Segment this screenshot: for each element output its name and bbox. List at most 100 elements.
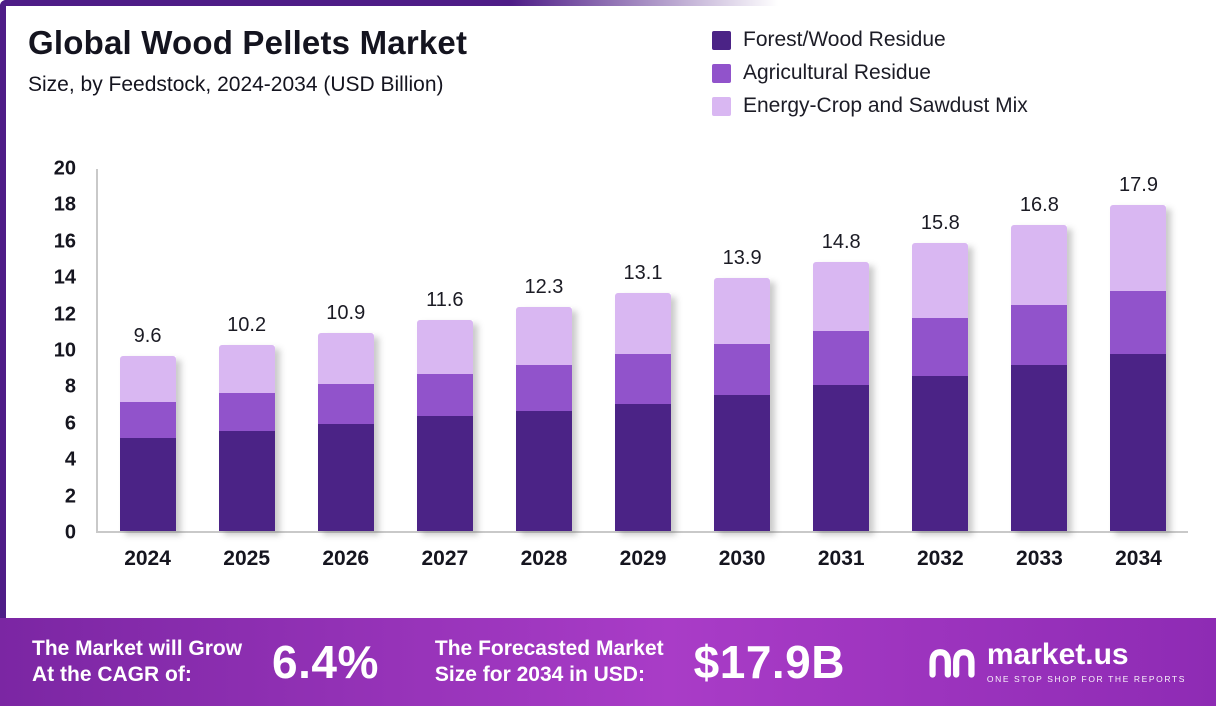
- bar-segment-forest-wood-residue: [1110, 354, 1167, 531]
- marketus-logo-icon: [929, 649, 975, 678]
- x-axis-label: 2027: [421, 547, 469, 570]
- bar-segment-energy-crop-and-sawdust-mix: [615, 292, 672, 355]
- bar-segment-forest-wood-residue: [912, 376, 969, 531]
- bar-total-label: 17.9: [1119, 174, 1158, 197]
- legend-item: Energy-Crop and Sawdust Mix: [712, 94, 1182, 118]
- bar-total-label: 12.3: [524, 276, 564, 299]
- y-axis-tick: 2: [64, 485, 76, 508]
- y-axis-tick: 12: [53, 303, 76, 326]
- bar-segment-forest-wood-residue: [1011, 365, 1068, 531]
- y-axis-tick: 16: [53, 230, 76, 253]
- y-axis-tick: 8: [64, 375, 76, 398]
- bar-segment-energy-crop-and-sawdust-mix: [119, 356, 176, 402]
- cagr-label-line1: The Market will Grow: [32, 636, 243, 660]
- x-axis-label: 2028: [520, 547, 568, 570]
- bar-segment-agricultural-residue: [1011, 305, 1068, 366]
- brand-name: market.us: [986, 638, 1129, 671]
- brand: market.us ONE STOP SHOP FOR THE REPORTS: [927, 640, 1186, 684]
- brand-text: market.us ONE STOP SHOP FOR THE REPORTS: [986, 638, 1186, 685]
- legend-item: Forest/Wood Residue: [712, 28, 1182, 52]
- forecast-label: The Forecasted Market Size for 2034 in U…: [435, 636, 664, 689]
- bar-segment-forest-wood-residue: [218, 430, 275, 531]
- bar-column: 13.1 2029: [593, 169, 692, 570]
- plot-area: 9.6 2024 10.2 2025 10.9 2026 11.6 2027 12.3 2028 1…: [96, 169, 1188, 570]
- x-axis-label: 2032: [916, 547, 964, 570]
- y-axis-tick: 10: [53, 339, 76, 362]
- title-block: Global Wood Pellets Market Size, by Feed…: [28, 24, 467, 127]
- header: Global Wood Pellets Market Size, by Feed…: [0, 0, 1216, 127]
- bar-segment-energy-crop-and-sawdust-mix: [912, 243, 969, 319]
- bar-segment-agricultural-residue: [317, 383, 374, 424]
- x-axis-label: 2024: [124, 547, 171, 570]
- bar-segment-energy-crop-and-sawdust-mix: [813, 261, 870, 331]
- x-axis-label: 2034: [1115, 547, 1162, 570]
- y-axis: 0 2 4 6 8 10 12 14 16 18 20: [16, 158, 86, 544]
- stacked-bar: [119, 356, 176, 531]
- bar-segment-forest-wood-residue: [317, 423, 374, 531]
- stacked-bar: [813, 261, 870, 531]
- bar-segment-energy-crop-and-sawdust-mix: [714, 278, 771, 344]
- stacked-bar: [218, 345, 275, 531]
- chart-legend: Forest/Wood Residue Agricultural Residue E…: [712, 24, 1182, 127]
- bar-segment-agricultural-residue: [813, 330, 870, 386]
- legend-swatch-icon: [712, 30, 731, 50]
- bar-segment-forest-wood-residue: [615, 403, 672, 531]
- bar-total-label: 14.8: [821, 230, 861, 253]
- legend-label: Energy-Crop and Sawdust Mix: [743, 94, 1028, 117]
- bar-segment-agricultural-residue: [912, 318, 969, 377]
- x-axis-label: 2030: [718, 547, 766, 570]
- bar-column: 16.8 2033: [990, 169, 1089, 570]
- y-axis-tick: 14: [53, 266, 76, 289]
- bar-column: 12.3 2028: [494, 169, 593, 570]
- bar-segment-agricultural-residue: [1110, 290, 1167, 355]
- bar-total-label: 15.8: [920, 212, 960, 235]
- bar-column: 9.6 2024: [98, 169, 197, 570]
- frame-accent-left: [0, 0, 6, 706]
- bar-segment-forest-wood-residue: [714, 394, 771, 531]
- legend-label: Agricultural Residue: [743, 61, 931, 84]
- y-axis-tick: 18: [53, 193, 76, 216]
- bar-segment-energy-crop-and-sawdust-mix: [218, 345, 275, 393]
- bar-segment-forest-wood-residue: [119, 438, 176, 531]
- y-axis-tick: 20: [53, 157, 76, 180]
- stacked-bar: [515, 307, 572, 531]
- cagr-label: The Market will Grow At the CAGR of:: [32, 636, 242, 689]
- bar-segment-forest-wood-residue: [515, 410, 572, 531]
- bar-segment-energy-crop-and-sawdust-mix: [515, 307, 572, 366]
- y-axis-tick: 6: [64, 412, 76, 435]
- legend-label: Forest/Wood Residue: [743, 28, 946, 51]
- bar-segment-forest-wood-residue: [813, 385, 870, 531]
- bar-segment-agricultural-residue: [615, 354, 672, 404]
- bar-column: 17.9 2034: [1089, 169, 1188, 570]
- bar-column: 15.8 2032: [891, 169, 990, 570]
- x-axis-label: 2029: [619, 547, 667, 570]
- x-axis-label: 2026: [322, 547, 370, 570]
- bar-segment-energy-crop-and-sawdust-mix: [1011, 225, 1068, 306]
- footer-banner: The Market will Grow At the CAGR of: 6.4…: [0, 618, 1216, 706]
- bar-segment-energy-crop-and-sawdust-mix: [1110, 205, 1167, 291]
- bar-segment-agricultural-residue: [714, 343, 771, 395]
- bar-column: 11.6 2027: [395, 169, 494, 570]
- bar-segment-forest-wood-residue: [416, 416, 473, 531]
- forecast-label-line1: The Forecasted Market: [434, 636, 664, 660]
- bar-column: 14.8 2031: [792, 169, 891, 570]
- bar-total-label: 16.8: [1019, 194, 1059, 217]
- stacked-bar: [615, 292, 672, 531]
- stacked-bar-chart: 0 2 4 6 8 10 12 14 16 18 20 9.6 2024 10.2 2025 10.9 202…: [54, 158, 1188, 589]
- bar-total-label: 9.6: [133, 325, 162, 348]
- legend-item: Agricultural Residue: [712, 61, 1182, 85]
- page-subtitle: Size, by Feedstock, 2024-2034 (USD Billi…: [28, 73, 444, 96]
- bar-total-label: 13.9: [722, 247, 762, 270]
- cagr-value: 6.4%: [272, 636, 379, 688]
- x-axis-label: 2031: [817, 547, 865, 570]
- stacked-bar: [1110, 205, 1167, 531]
- bar-total-label: 10.2: [227, 314, 267, 337]
- cagr-label-line2: At the CAGR of:: [32, 663, 192, 686]
- x-axis-label: 2033: [1016, 547, 1063, 570]
- bar-segment-agricultural-residue: [218, 392, 275, 431]
- forecast-value: $17.9B: [693, 636, 845, 688]
- stacked-bar: [317, 332, 374, 531]
- bar-total-label: 11.6: [426, 288, 464, 311]
- y-axis-tick: 4: [64, 448, 76, 471]
